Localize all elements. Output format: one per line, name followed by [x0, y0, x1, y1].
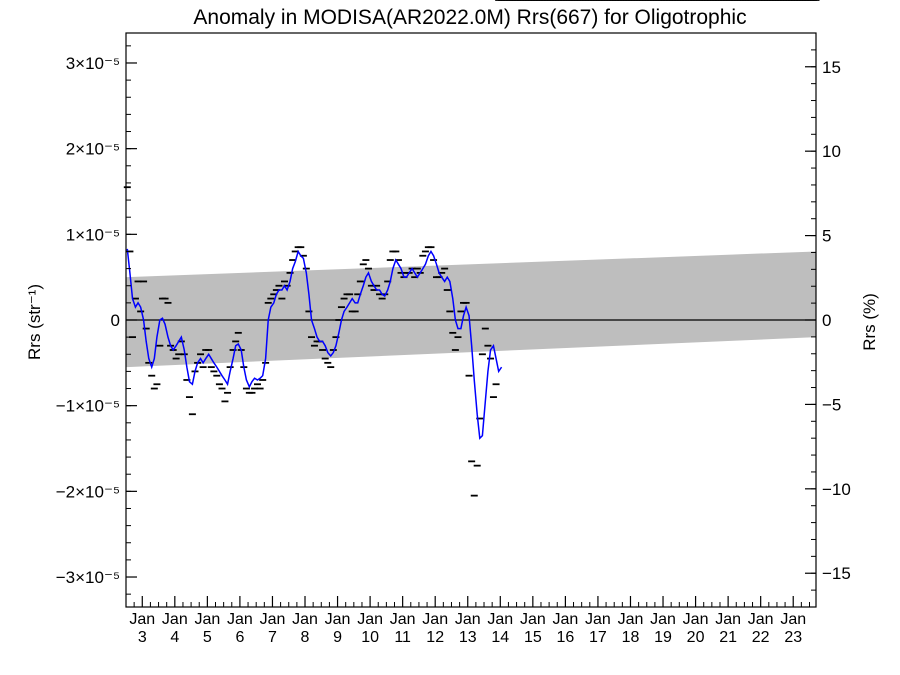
- x-tick-year: 17: [589, 629, 607, 646]
- x-tick-month: Jan: [552, 611, 578, 628]
- x-tick-month: Jan: [683, 611, 709, 628]
- trend-uncertainty-band: [126, 251, 816, 368]
- x-tick-year: 6: [235, 629, 244, 646]
- x-tick-year: 18: [622, 629, 640, 646]
- x-tick-year: 11: [394, 629, 411, 646]
- x-tick-month: Jan: [260, 611, 286, 628]
- left-tick-label: 3×10⁻⁵: [66, 54, 120, 73]
- x-tick-month: Jan: [650, 611, 676, 628]
- x-axis-ticks: Jan3Jan4Jan5Jan6Jan7Jan8Jan9Jan10Jan11Ja…: [125, 596, 810, 646]
- x-tick-month: Jan: [325, 611, 351, 628]
- x-tick-month: Jan: [455, 611, 481, 628]
- right-tick-label: 15: [822, 58, 841, 77]
- x-tick-month: Jan: [357, 611, 383, 628]
- right-tick-label: −5: [822, 395, 841, 414]
- x-tick-year: 10: [361, 629, 379, 646]
- x-tick-month: Jan: [585, 611, 611, 628]
- left-tick-label: 1×10⁻⁵: [66, 225, 120, 244]
- x-tick-year: 14: [491, 629, 509, 646]
- x-tick-month: Jan: [422, 611, 448, 628]
- x-tick-month: Jan: [748, 611, 774, 628]
- right-axis-label: Rrs (%): [860, 293, 879, 351]
- x-tick-year: 22: [752, 629, 770, 646]
- x-tick-year: 3: [138, 629, 147, 646]
- left-tick-label: 0: [111, 311, 120, 330]
- chart-title: Anomaly in MODISA(AR2022.0M) Rrs(667) fo…: [193, 6, 746, 29]
- x-tick-year: 12: [426, 629, 444, 646]
- smoothed-anomaly-line: [126, 248, 503, 440]
- x-tick-year: 23: [784, 629, 802, 646]
- x-tick-month: Jan: [520, 611, 546, 628]
- x-tick-month: Jan: [780, 611, 806, 628]
- x-tick-year: 5: [203, 629, 212, 646]
- right-axis-ticks: −15 −10 −5 0 5 10 15: [805, 49, 851, 591]
- x-tick-year: 19: [654, 629, 672, 646]
- left-tick-label: −3×10⁻⁵: [56, 568, 120, 587]
- monthly-points: [123, 0, 820, 497]
- x-tick-month: Jan: [715, 611, 741, 628]
- x-tick-year: 13: [459, 629, 477, 646]
- x-tick-month: Jan: [618, 611, 644, 628]
- x-tick-month: Jan: [162, 611, 188, 628]
- x-tick-month: Jan: [292, 611, 318, 628]
- x-tick-month: Jan: [129, 611, 155, 628]
- left-tick-label: −2×10⁻⁵: [56, 482, 120, 501]
- x-tick-year: 9: [333, 629, 342, 646]
- left-tick-label: −1×10⁻⁵: [56, 397, 120, 416]
- x-tick-year: 8: [301, 629, 310, 646]
- left-axis-label: Rrs (str⁻¹): [25, 284, 44, 360]
- x-tick-year: 20: [687, 629, 705, 646]
- left-axis-ticks: −3×10⁻⁵ −2×10⁻⁵ −1×10⁻⁵ 0 1×10⁻⁵ 2×10⁻⁵ 3×10⁻⁵: [56, 45, 137, 595]
- x-tick-year: 21: [719, 629, 737, 646]
- right-tick-label: 10: [822, 142, 841, 161]
- x-tick-month: Jan: [487, 611, 513, 628]
- x-tick-month: Jan: [390, 611, 416, 628]
- x-tick-month: Jan: [227, 611, 253, 628]
- plot-area: [123, 0, 820, 497]
- x-tick-year: 7: [268, 629, 277, 646]
- x-tick-year: 4: [170, 629, 179, 646]
- right-tick-label: −10: [822, 480, 851, 499]
- right-tick-label: 5: [822, 227, 831, 246]
- x-tick-year: 15: [524, 629, 542, 646]
- right-tick-label: 0: [822, 311, 831, 330]
- left-tick-label: 2×10⁻⁵: [66, 140, 120, 159]
- right-tick-label: −15: [822, 564, 851, 583]
- x-tick-year: 16: [556, 629, 574, 646]
- x-tick-month: Jan: [194, 611, 220, 628]
